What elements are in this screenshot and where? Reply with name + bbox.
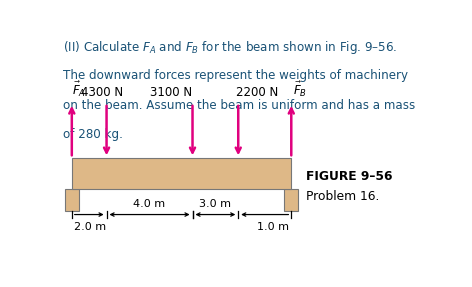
Text: $\vec{F}_A$: $\vec{F}_A$: [72, 79, 86, 98]
Text: of 280 kg.: of 280 kg.: [63, 128, 123, 141]
Text: 3.0 m: 3.0 m: [199, 199, 231, 209]
Text: The downward forces represent the weights of machinery: The downward forces represent the weight…: [63, 69, 408, 82]
Text: 3100 N: 3100 N: [151, 86, 193, 98]
Text: on the beam. Assume the beam is uniform and has a mass: on the beam. Assume the beam is uniform …: [63, 98, 415, 112]
Text: (II) Calculate $F_A$ and $F_B$ for the beam shown in Fig. 9–56.: (II) Calculate $F_A$ and $F_B$ for the b…: [63, 39, 397, 56]
Bar: [284, 189, 298, 211]
Text: FIGURE 9–56: FIGURE 9–56: [306, 170, 392, 183]
Text: $\vec{F}_B$: $\vec{F}_B$: [293, 79, 307, 98]
Text: Problem 16.: Problem 16.: [306, 190, 379, 203]
Text: 1.0 m: 1.0 m: [257, 222, 289, 232]
Text: 2200 N: 2200 N: [236, 86, 278, 98]
Text: 2.0 m: 2.0 m: [74, 222, 106, 232]
Bar: [65, 189, 79, 211]
Bar: [72, 158, 291, 189]
Text: 4300 N: 4300 N: [81, 86, 123, 98]
Text: 4.0 m: 4.0 m: [134, 199, 166, 209]
